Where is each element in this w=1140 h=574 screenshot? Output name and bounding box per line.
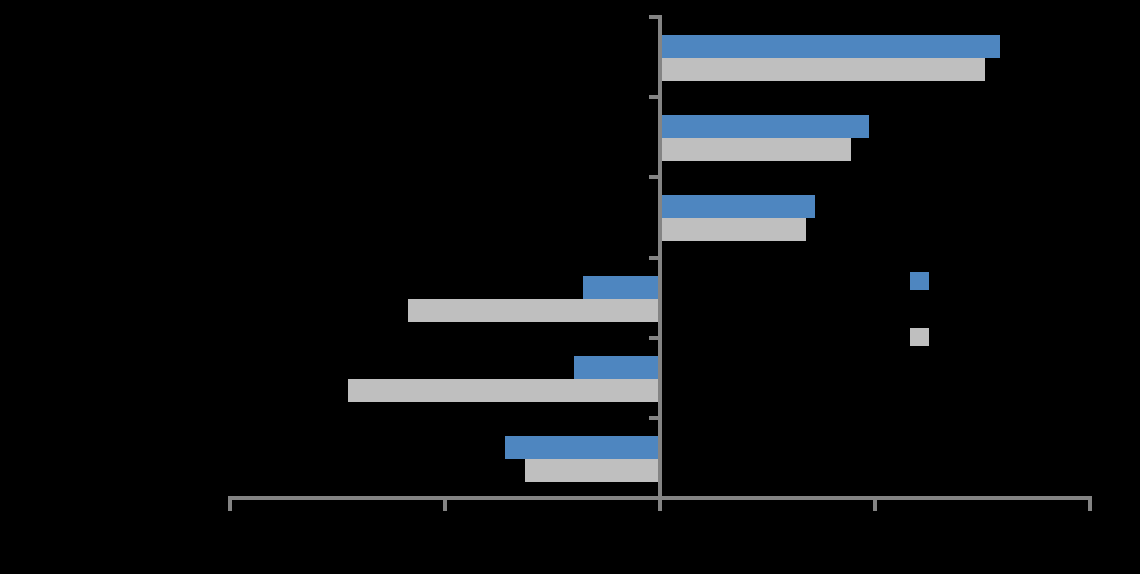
category-axis-tick [649, 255, 658, 260]
bar-blue-series-row1 [660, 35, 1000, 58]
bar-blue-series-row5 [574, 355, 660, 379]
value-axis-tick [228, 497, 232, 511]
category-axis-line [658, 15, 662, 511]
bar-gray-series-row1 [660, 58, 985, 81]
category-axis-tick [649, 335, 658, 340]
bar-gray-series-row6 [524, 458, 660, 482]
bar-blue-series-row4 [582, 275, 660, 299]
value-axis-line [228, 496, 1092, 500]
legend-swatch-blue-series [910, 272, 929, 290]
category-axis-tick [649, 415, 658, 420]
bar-blue-series-row2 [660, 115, 869, 139]
bar-gray-series-row4 [408, 298, 660, 322]
bar-gray-series-row3 [660, 218, 807, 242]
bar-gray-series-row5 [348, 378, 660, 402]
bar-gray-series-row2 [660, 138, 852, 162]
category-axis-tick [649, 175, 658, 180]
bar-blue-series-row3 [660, 195, 815, 219]
value-axis-tick [1088, 497, 1092, 511]
bar-blue-series-row6 [505, 435, 660, 459]
legend-swatch-gray-series [910, 328, 929, 346]
category-axis-tick [649, 95, 658, 100]
value-axis-tick [443, 497, 447, 511]
category-axis-tick [649, 15, 658, 19]
value-axis-tick [873, 497, 877, 511]
